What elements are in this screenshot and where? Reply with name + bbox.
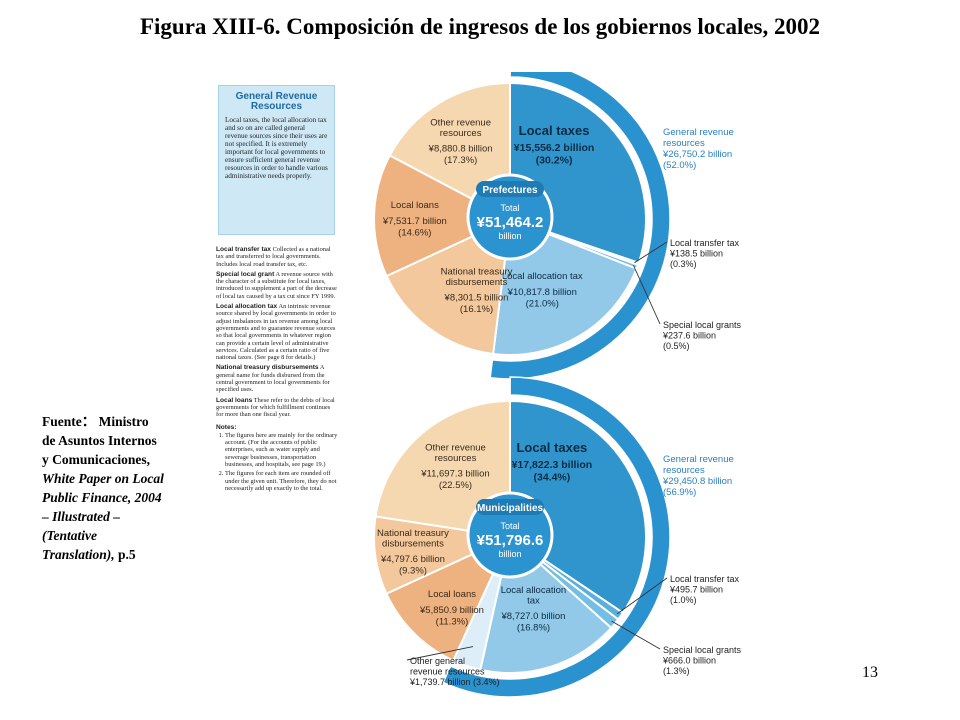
general-revenue-ring [489,72,671,380]
pie-slice-national-treasury [385,217,512,356]
slice-value: ¥8,880.8 billion (17.3%) [428,143,493,166]
general-revenue-ring [442,376,671,698]
total-label: Total [500,521,519,531]
source-citation: Fuente： Ministro de Asuntos Internos y C… [42,412,164,564]
callout-local-transfer-tax: Local transfer tax ¥138.5 billion (0.3%) [669,238,740,269]
pie-chart-prefectures: Local taxes ¥15,556.2 billion (30.2%) Local… [373,72,742,380]
glossary-definition: An intrinsic revenue source shared by lo… [216,303,336,362]
glossary-definition: These refer to the debts of local govern… [216,396,335,419]
glossary: Local transfer tax Collected as a nation… [216,246,338,494]
glossary-definition: A general name for funds disbursed from … [216,364,330,394]
notes-list: The figures here are mainly for the ordi… [216,432,338,492]
total-value: ¥51,464.2 [477,214,544,231]
glossary-definition: A revenue source with the character of a… [216,270,337,300]
callout-special-local-grants: Special local grants ¥237.6 billion (0.5%) [662,320,742,351]
slice-value: ¥8,727.0 billion (16.8%) [500,611,565,634]
callout-local-transfer-tax: Local transfer tax ¥495.7 billion (1.0%) [669,574,740,605]
slice-value: ¥17,822.3 billion (34.4%) [512,459,593,484]
slice-value: ¥8,301.5 billion (16.1%) [444,292,509,315]
slice-label: National treasury disbursements [441,266,513,288]
leader-line [634,241,668,263]
leader-line [611,620,661,650]
glossary-entry: Local loans These refer to the debts of … [216,397,338,419]
slice-label: Local taxes [519,123,590,138]
source-label: Fuente [42,414,82,429]
glossary-entry: Special local grant A revenue source wit… [216,271,338,300]
total-value: ¥51,796.6 [477,532,544,549]
slice-value: ¥7,531.7 billion (14.6%) [382,216,447,239]
general-revenue-info-box: General Revenue Resources Local taxes, t… [218,85,335,235]
leader-line [617,577,668,615]
page-number: 13 [862,664,878,681]
glossary-term: Special local grant [216,270,275,278]
note-item: The figures here are mainly for the ordi… [225,432,338,468]
group-name-badge [476,499,544,515]
group-name: Municipalities [477,503,544,514]
glossary-definition: Collected as a national tax and transfer… [216,246,331,268]
glossary-entry: National treasury disbursements A genera… [216,364,338,393]
slice-value: ¥11,697.3 billion (22.5%) [420,469,490,492]
notes-title: Notes: [216,423,237,431]
revenue-composition-charts: Local taxes ¥15,556.2 billion (30.2%) Local… [373,72,742,698]
general-revenue-box-text: Local taxes, the local allocation tax an… [225,116,328,180]
slice-label: Other revenue resources [430,117,491,139]
pie-slice-other-revenue [374,399,511,539]
slice-label: National treasury disbursements [377,528,449,550]
leader-line [633,265,661,325]
glossary-term: Local allocation tax [216,303,278,311]
callout-other-general: Other general revenue resources ¥1,739.7 b… [409,656,500,687]
glossary-term: National treasury disbursements [216,364,319,372]
source-publisher: Ministro de Asuntos Internos y Comunicac… [42,414,157,467]
callout-special-local-grants: Special local grants ¥666.0 billion (1.3%) [662,645,742,676]
source-publication: White Paper on Local Public Finance, 200… [42,471,164,562]
general-revenue-callout: General revenue resources ¥29,450.8 billio… [662,454,734,498]
group-name: Prefectures [482,185,537,196]
general-revenue-box-title: General Revenue Resources [235,91,318,112]
group-name-badge [476,181,544,197]
slice-value: ¥5,850.9 billion (11.3%) [419,605,484,628]
note-item: The figures for each item are rounded of… [225,470,338,492]
glossary-entry: Local transfer tax Collected as a nation… [216,246,338,268]
pie-slice-local-taxes [509,399,647,615]
total-unit: billion [498,231,521,241]
total-label: Total [500,203,519,213]
pie-slice-local-loans [385,534,513,662]
page-title: Figura XIII-6. Composición de ingresos d… [139,14,821,39]
slice-label: Local allocation tax [502,271,583,282]
leader-line [406,646,474,661]
slice-value: ¥15,556.2 billion (30.2%) [514,142,595,167]
slice-label: Local loans [391,200,439,211]
slice-value: ¥10,817.8 billion (21.0%) [507,287,577,310]
glossary-term: Local loans [216,396,253,404]
glossary-term: Local transfer tax [216,246,271,253]
slice-value: ¥4,797.6 billion (9.3%) [380,554,445,577]
slice-label: Local allocation tax [501,585,567,607]
total-unit: billion [498,549,521,559]
source-page: p.5 [118,547,136,562]
slice-label: Local taxes [516,440,587,455]
source-colon: ： [81,414,96,429]
slice-label: Other revenue resources [425,443,486,465]
glossary-entry: Local allocation tax An intrinsic revenu… [216,303,338,361]
pie-slice-local-loans [373,154,513,278]
pie-chart-municipalities: Local taxes ¥17,822.3 billion (34.4%) Local… [373,376,742,698]
slice-label: Local loans [428,589,476,600]
general-revenue-callout: General revenue resources ¥26,750.2 billio… [662,127,734,171]
